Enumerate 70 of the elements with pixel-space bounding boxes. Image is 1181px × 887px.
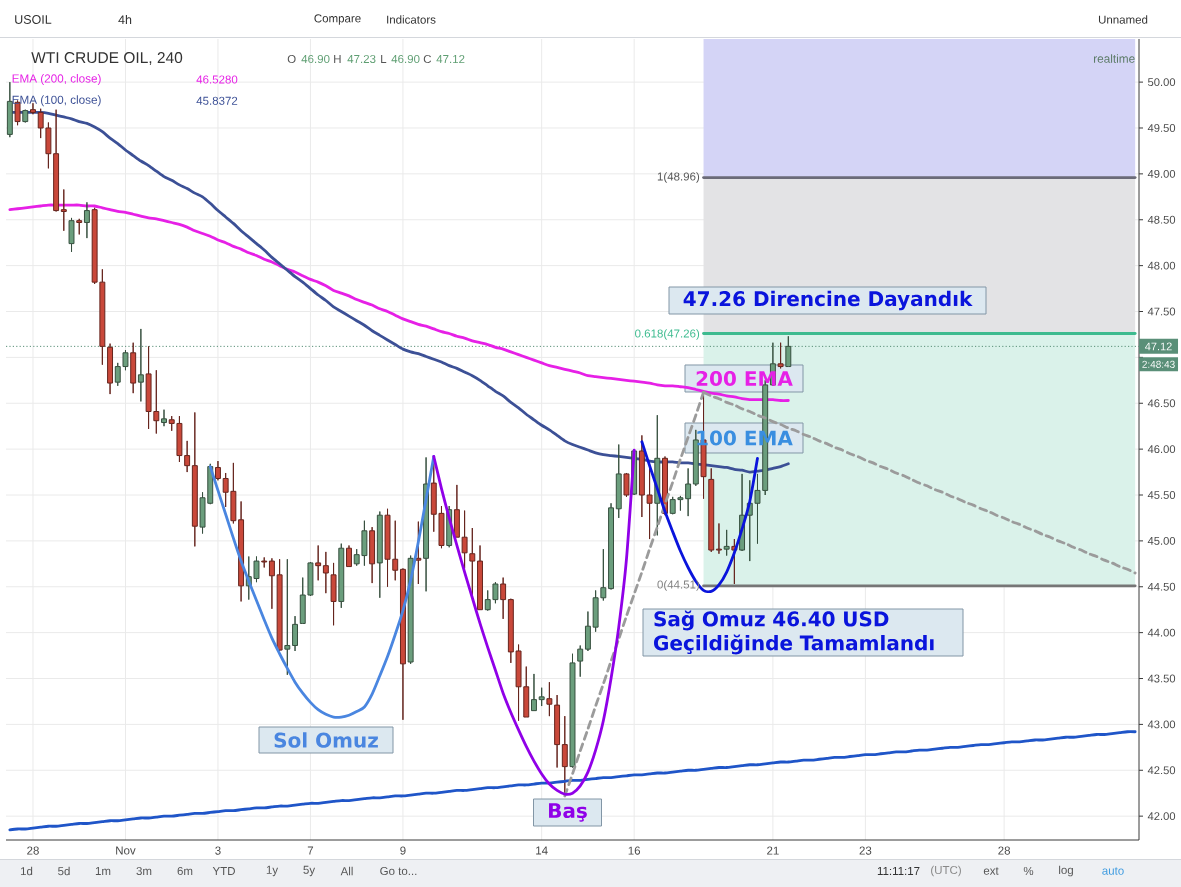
text: USOIL [15, 15, 52, 24]
text: 3m [136, 866, 152, 876]
x-tick-label: 9 [400, 846, 406, 855]
annotation: C [423, 54, 432, 64]
text: WTI CRUDE OIL, 240 [31, 52, 183, 65]
annotation: 1(48.96) [657, 172, 700, 183]
x-tick-label: 3 [215, 846, 221, 855]
text: 6m [177, 866, 193, 876]
y-tick-label: 48.50 [1147, 215, 1176, 224]
y-tick-label: 45.00 [1147, 536, 1176, 545]
x-tick-label: 7 [307, 846, 314, 855]
text: Unnamed [1098, 15, 1148, 24]
y-tick-label: 46.50 [1147, 399, 1176, 408]
annotation: 47.26 Direncine Dayandık [683, 290, 973, 311]
annotation: 47.23 [347, 54, 376, 64]
y-tick-label: 48.00 [1147, 261, 1176, 270]
series-label: EMA (100, close) [12, 95, 101, 107]
x-tick-label: Nov [116, 846, 136, 855]
annotation: Baş [549, 803, 587, 822]
y-tick-label: 42.00 [1147, 812, 1176, 821]
text: Go to... [380, 866, 417, 876]
y-tick-label: 49.50 [1147, 124, 1176, 132]
text: 5d [58, 866, 70, 876]
ref-line-label: 47.12 [1145, 342, 1172, 351]
x-tick-label: 28 [998, 846, 1011, 855]
y-tick-label: 44.50 [1147, 582, 1176, 591]
x-tick-label: 28 [27, 846, 39, 855]
annotation: H [334, 55, 341, 63]
annotation: 47.12 [436, 54, 465, 63]
annotation: 46.5280 [196, 75, 238, 84]
text: log [1059, 865, 1073, 877]
text: Indicators [387, 15, 436, 24]
annotation: 0.618(47.26) [635, 329, 700, 340]
y-tick-label: 43.00 [1147, 720, 1176, 729]
y-tick-label: 45.50 [1147, 491, 1176, 499]
text: 1d [20, 866, 33, 876]
text: All [340, 866, 353, 876]
text: 2:48:43 [1142, 360, 1175, 368]
y-tick-label: 44.00 [1147, 628, 1176, 637]
text: ext [983, 867, 999, 875]
text: auto [1102, 867, 1124, 875]
x-tick-label: 16 [628, 846, 641, 855]
annotation: 0(44.51) [657, 580, 700, 591]
annotation: 46.90 [301, 54, 330, 64]
x-tick-label: 23 [859, 846, 872, 855]
annotation: L [381, 55, 387, 63]
y-tick-label: 47.50 [1147, 307, 1176, 316]
text: 1y [266, 865, 279, 877]
annotation: Sol Omuz [274, 732, 378, 748]
annotation: 46.90 [391, 54, 420, 64]
text: (UTC) [931, 865, 961, 877]
annotation: O [287, 54, 296, 64]
annotation: Sağ Omuz 46.40 USD Geçildiğinde Tamamlandı [654, 610, 934, 655]
y-tick-label: 50.00 [1147, 78, 1176, 87]
y-tick-label: 49.00 [1147, 169, 1176, 178]
y-tick-label: 43.50 [1147, 674, 1176, 683]
text: YTD [212, 867, 235, 875]
text: % [1023, 866, 1034, 876]
text: 4h [118, 14, 132, 25]
x-tick-label: 14 [536, 846, 548, 855]
y-tick-label: 42.50 [1147, 766, 1176, 775]
text: 1m [95, 867, 111, 875]
text: 11:11:17 [877, 867, 920, 875]
annotation: 45.8372 [196, 96, 238, 105]
text: EMA (200, close) [12, 74, 101, 85]
x-tick-label: 21 [767, 846, 779, 855]
text: Compare [314, 14, 361, 25]
annotation: realtime [1093, 54, 1135, 63]
y-tick-label: 46.00 [1147, 445, 1176, 454]
text: 5y [303, 865, 316, 877]
